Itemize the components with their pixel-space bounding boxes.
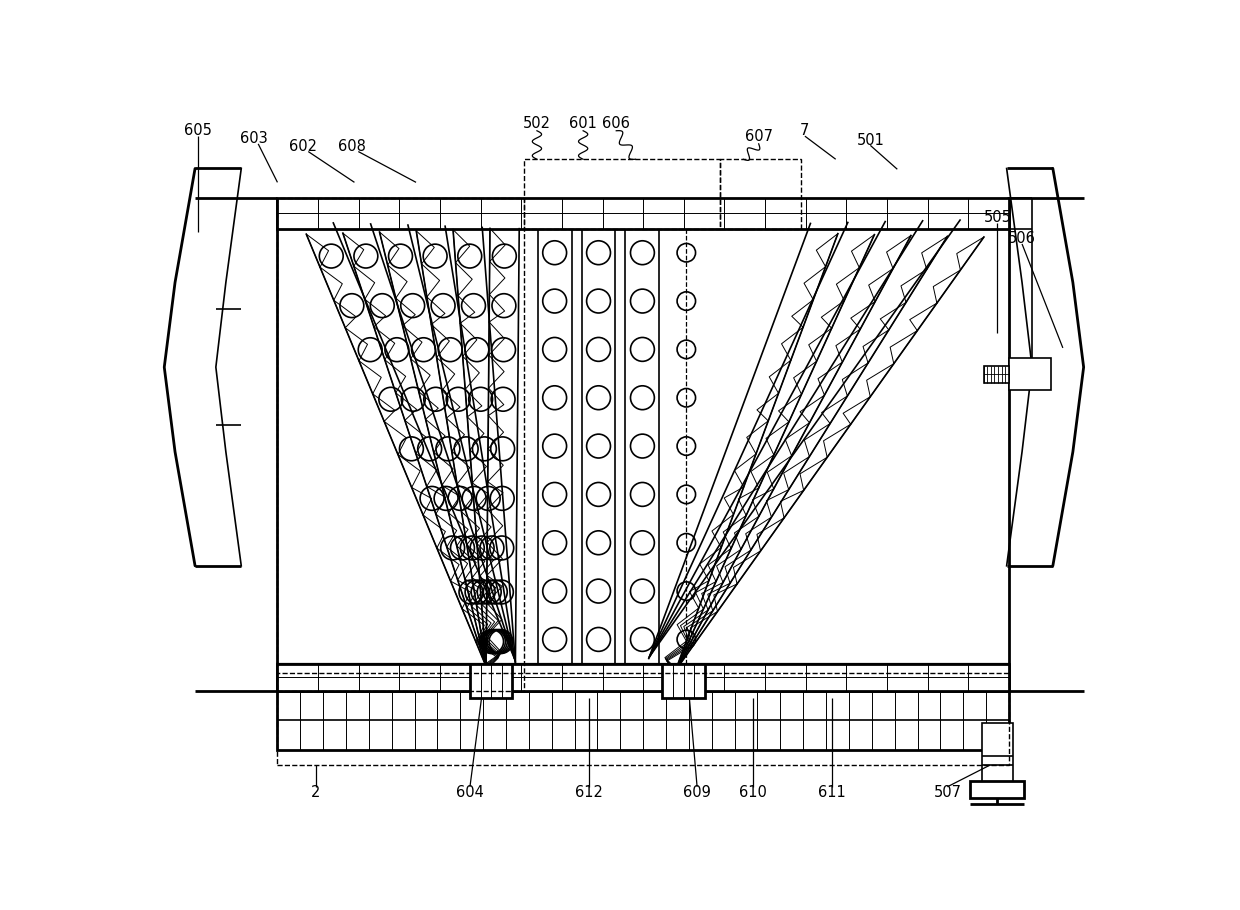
Bar (662, 663, 704, 698)
Text: 507: 507 (934, 785, 961, 801)
Bar (1009, 358, 1052, 390)
Bar (470, 663, 512, 698)
Text: 608: 608 (339, 138, 366, 154)
Text: 505: 505 (983, 209, 1012, 225)
Text: 604: 604 (456, 785, 484, 801)
Text: 611: 611 (818, 785, 846, 801)
Text: 502: 502 (523, 116, 551, 130)
Text: 606: 606 (603, 116, 630, 130)
Bar (720, 159, 801, 228)
Bar (278, 672, 1009, 765)
Bar (971, 782, 1024, 798)
Text: 501: 501 (857, 133, 884, 147)
Bar (278, 691, 1009, 750)
Text: 610: 610 (739, 785, 766, 801)
Bar (983, 366, 1009, 382)
Text: 607: 607 (745, 128, 773, 144)
Text: 602: 602 (289, 138, 317, 154)
Bar (278, 197, 1009, 228)
Bar (278, 663, 1009, 691)
Text: 603: 603 (241, 131, 268, 146)
Text: 7: 7 (800, 123, 810, 138)
Text: 612: 612 (575, 785, 603, 801)
Bar (982, 723, 1013, 783)
Bar (523, 159, 720, 228)
Text: 2: 2 (311, 785, 321, 801)
Text: 605: 605 (185, 123, 212, 138)
Text: 609: 609 (683, 785, 711, 801)
Text: 506: 506 (1008, 231, 1035, 246)
Text: 601: 601 (569, 116, 598, 130)
Bar (278, 197, 523, 691)
